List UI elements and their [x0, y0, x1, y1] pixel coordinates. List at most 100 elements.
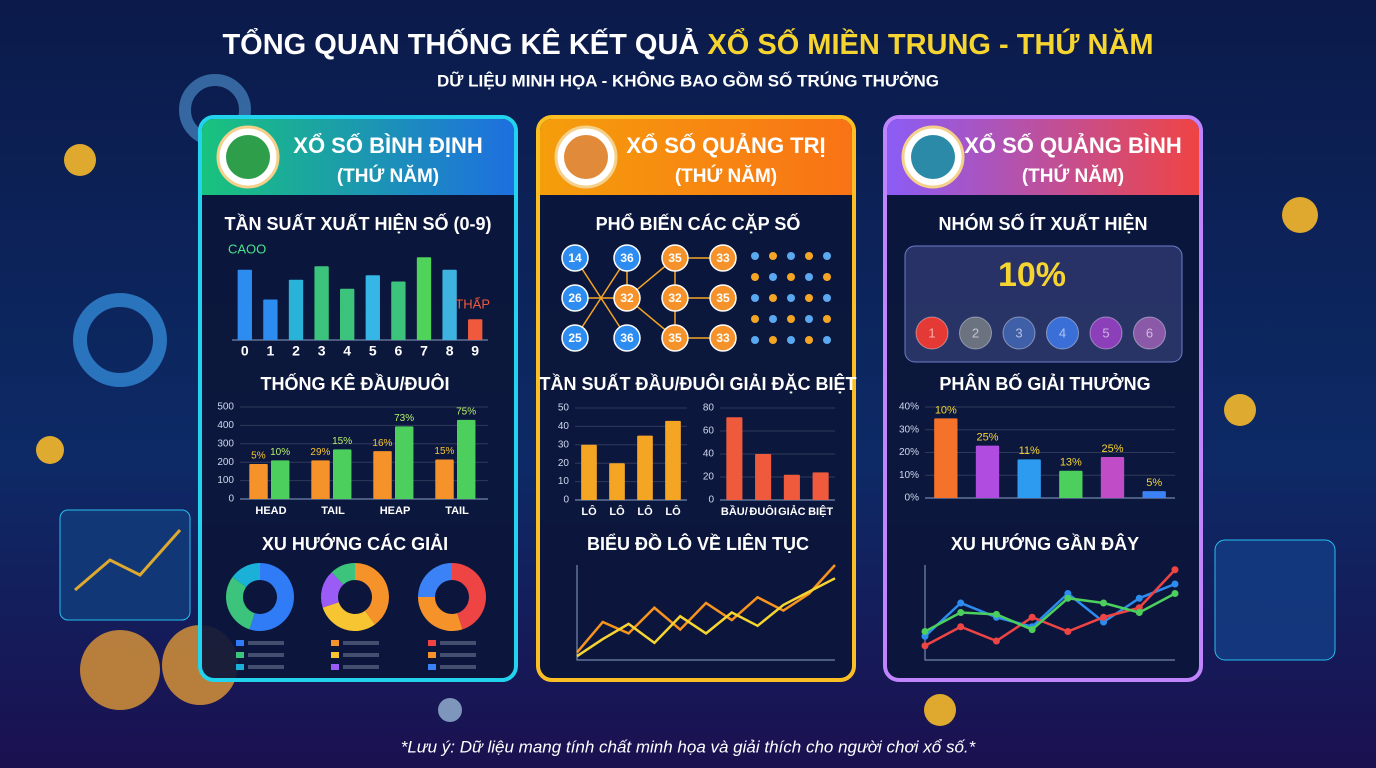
donut-segment: [232, 563, 260, 588]
legend-blur: [440, 641, 476, 645]
bar: [665, 420, 681, 500]
y-tick-label: 0: [708, 495, 714, 506]
donut-segment: [355, 563, 390, 625]
panel-icon-inner: [564, 135, 608, 179]
x-tick-label: 2: [292, 343, 300, 359]
legend-swatch: [331, 652, 339, 658]
x-tick-label: LÔ: [609, 505, 625, 518]
chain-icon: [769, 336, 777, 344]
bar: [457, 419, 476, 499]
legend-swatch: [428, 640, 436, 646]
y-tick-label: 80: [703, 403, 715, 414]
node: [613, 324, 641, 352]
x-tick-label: HEAP: [380, 505, 411, 517]
axis: [924, 565, 1175, 661]
title-part2: XỔ SỐ MIỀN TRUNG - THỨ NĂM: [707, 27, 1153, 61]
donut-segment: [452, 563, 486, 630]
point: [992, 637, 1000, 645]
donut-segment: [226, 577, 255, 630]
highlight: 10%: [998, 256, 1066, 294]
x-tick-label: BIỆT: [808, 505, 833, 518]
donut-segment: [418, 597, 463, 631]
bar: [395, 426, 414, 499]
line: [924, 592, 1176, 633]
bar: [373, 451, 392, 499]
chain-icon: [751, 315, 759, 323]
chain-icon: [751, 336, 759, 344]
panel-title: XỔ SỐ QUẢNG BÌNH: [964, 132, 1182, 158]
chart-title: BIỂU ĐỒ LÔ VỀ LIÊN TỤC: [587, 533, 809, 554]
x-tick-label: HEAD: [255, 505, 286, 517]
ball: [1133, 316, 1166, 350]
chain-icon: [769, 252, 777, 260]
chain-icon: [787, 252, 795, 260]
panel-subtitle: (THỨ NĂM): [675, 165, 777, 187]
donut-segment: [322, 602, 375, 631]
title: TỔNG QUAN THỐNG KÊ KẾT QUẢ XỔ SỐ MIỀN TR…: [222, 27, 1153, 61]
point: [1171, 590, 1179, 597]
panel-subtitle: (THỨ NĂM): [1022, 165, 1124, 187]
chain-icon: [769, 273, 777, 281]
node-label: 36: [620, 251, 634, 265]
legend-swatch: [428, 652, 436, 658]
bar: [783, 474, 800, 500]
legend-blur: [343, 641, 379, 645]
chart-title: NHÓM SỐ ÍT XUẤT HIỆN: [938, 213, 1147, 234]
point: [992, 610, 1000, 618]
legend-blur: [343, 653, 379, 657]
bar-annotation: 25%: [976, 432, 998, 444]
y-tick-label: 30: [558, 439, 570, 450]
bar: [468, 319, 483, 340]
node: [709, 284, 737, 312]
x-tick-label: LÔ: [637, 505, 653, 518]
legend-blur: [440, 665, 476, 669]
ball-label: 1: [928, 325, 935, 340]
node: [561, 324, 589, 352]
bar: [812, 472, 829, 500]
x-tick-label: LÔ: [665, 505, 681, 518]
node: [661, 244, 689, 272]
ball: [1089, 316, 1123, 350]
line: [576, 577, 836, 658]
chain-icon: [805, 252, 813, 260]
bar: [237, 269, 252, 340]
legend-blur: [440, 653, 476, 657]
bar: [391, 281, 406, 340]
y-tick-label: 10: [558, 476, 570, 487]
y-tick-label: 300: [217, 438, 234, 449]
line: [924, 582, 1176, 638]
bar-annotation: 5%: [251, 451, 266, 462]
ball-label: 2: [972, 325, 979, 340]
bar: [581, 444, 597, 500]
legend-blur: [248, 641, 284, 645]
ball: [915, 316, 949, 350]
x-tick-label: GIẢC: [778, 505, 806, 518]
point: [1028, 626, 1036, 634]
x-tick-label: ĐUÔI: [749, 505, 777, 518]
chart-title: TẦN SUẤT XUẤT HIỆN SỐ (0-9): [224, 213, 491, 234]
x-tick-label: 3: [318, 343, 326, 359]
panel: [198, 115, 518, 682]
bar-annotation: 5%: [1146, 477, 1162, 489]
node-label: 26: [568, 291, 582, 305]
legend-blur: [343, 665, 379, 669]
node: [709, 324, 737, 352]
x-tick-label: BẦU/: [721, 505, 748, 518]
point: [957, 623, 965, 631]
point: [957, 599, 965, 607]
chain-icon: [769, 294, 777, 302]
bar-annotation: 16%: [372, 438, 392, 449]
legend-swatch: [236, 640, 244, 646]
x-tick-label: LÔ: [581, 505, 597, 518]
chain-icon: [823, 315, 831, 323]
y-tick-label: 20: [558, 458, 570, 469]
x-tick-label: 5: [369, 343, 377, 359]
chain-icon: [751, 252, 759, 260]
point: [1064, 594, 1072, 602]
node: [561, 244, 589, 272]
node: [661, 284, 689, 312]
bar: [934, 418, 958, 498]
point: [1171, 580, 1179, 588]
y-tick-label: 50: [558, 403, 570, 414]
x-tick-label: 4: [343, 343, 351, 359]
